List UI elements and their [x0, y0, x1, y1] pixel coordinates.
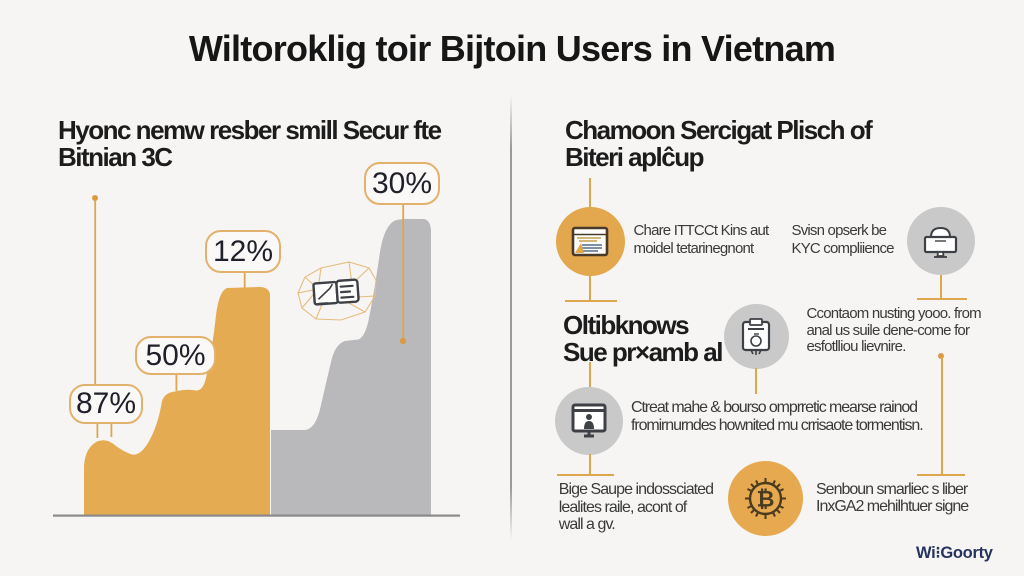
svg-text:₿: ₿ — [757, 487, 775, 512]
